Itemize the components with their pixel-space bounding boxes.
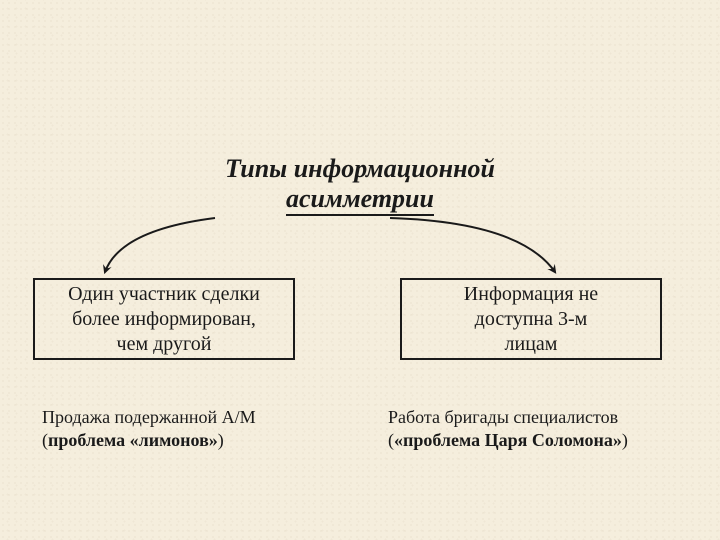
caption-right-line2-bold: «проблема Царя Соломона» [394, 430, 622, 450]
diagram-title: Типы информационной асимметрии [0, 154, 720, 214]
arrow-layer [0, 0, 720, 540]
box-right-line1: Информация не [464, 283, 598, 305]
box-left-line1: Один участник сделки [68, 283, 260, 305]
caption-right: Работа бригады специалистов («проблема Ц… [388, 406, 628, 451]
box-left: Один участник сделки более информирован,… [33, 278, 295, 360]
caption-left: Продажа подержанной А/М (проблема «лимон… [42, 406, 256, 451]
caption-left-line2-bold: проблема «лимонов» [48, 430, 218, 450]
caption-left-line2-suffix: ) [218, 430, 224, 450]
arrow-right [390, 218, 555, 272]
caption-right-line1: Работа бригады специалистов [388, 407, 618, 427]
caption-right-line2-suffix: ) [622, 430, 628, 450]
box-right: Информация не доступна 3-м лицам [400, 278, 662, 360]
arrow-left [105, 218, 215, 272]
caption-left-line1: Продажа подержанной А/М [42, 407, 256, 427]
box-right-line2: доступна 3-м [475, 308, 588, 330]
title-line2: асимметрии [286, 184, 434, 216]
box-right-line3: лицам [505, 333, 558, 355]
box-left-line3: чем другой [117, 333, 212, 355]
box-left-line2: более информирован, [72, 308, 256, 330]
title-line1: Типы информационной [225, 154, 495, 183]
